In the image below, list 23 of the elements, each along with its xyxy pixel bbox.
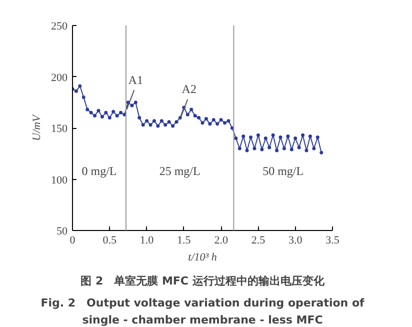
x-tick-label: 0 — [70, 234, 76, 246]
x-axis-title: t/10³ h — [188, 252, 218, 264]
y-tick-label: 100 — [51, 174, 68, 186]
x-tick-label: 2.5 — [251, 234, 266, 246]
x-tick-label: 3.0 — [288, 234, 303, 246]
x-tick-label: 3.5 — [326, 234, 340, 246]
x-tick-label: 1.0 — [140, 234, 154, 246]
x-tick-label: 2.0 — [214, 234, 228, 246]
annotation: A1 — [128, 73, 143, 87]
y-tick-label: 50 — [56, 226, 68, 238]
text: single - chamber membrane - less MFC — [82, 314, 323, 326]
caption: 图 2 单室无膜 MFC 运行过程中的输出电压变化 — [80, 274, 326, 288]
caption: Fig. 2 Output voltage variation during operation of — [40, 296, 365, 310]
annotation: 50 mg/L — [262, 164, 304, 178]
annotation: 25 mg/L — [159, 164, 200, 178]
annotation: A2 — [182, 82, 196, 96]
annotation: 0 mg/L — [82, 164, 117, 178]
y-tick-label: 200 — [51, 72, 68, 84]
y-tick-label: 150 — [51, 123, 68, 135]
y-axis-title: U/mV — [31, 114, 43, 141]
y-tick-label: 250 — [51, 20, 68, 32]
x-tick-label: 1.5 — [177, 234, 192, 246]
x-tick-label: 0.5 — [102, 234, 118, 246]
